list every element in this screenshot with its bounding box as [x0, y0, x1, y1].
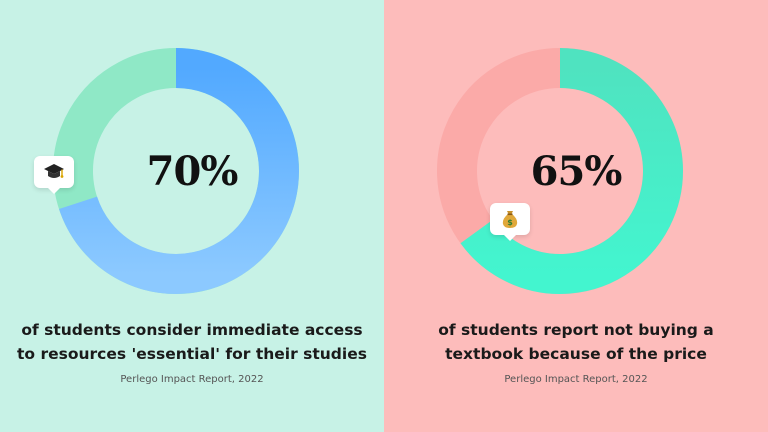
svg-text:$: $: [507, 218, 513, 227]
donut-chart-left: [53, 48, 299, 294]
money-bag-badge: $: [490, 203, 530, 241]
caption-right: of students report not buying a textbook…: [390, 318, 762, 366]
source-label-right: Perlego Impact Report, 2022: [504, 374, 648, 385]
caption-left: of students consider immediate access to…: [6, 318, 378, 366]
source-label-left: Perlego Impact Report, 2022: [120, 374, 264, 385]
donut-arc-right: [460, 48, 683, 294]
caption-line: to resources 'essential' for their studi…: [17, 345, 367, 363]
caption-line: textbook because of the price: [445, 345, 707, 363]
percentage-label-right: 65%: [530, 148, 623, 195]
donut-chart-right: [437, 48, 683, 294]
money-bag-icon: $: [502, 211, 518, 228]
caption-line: of students report not buying a: [438, 321, 714, 339]
graduation-cap-icon: [44, 164, 64, 178]
chart-panel-left: 70% of students consider immediate acces…: [0, 0, 384, 432]
graduation-cap-badge: [34, 156, 74, 194]
caption-line: of students consider immediate access: [21, 321, 363, 339]
chart-panel-right: 65% $ of students report not buying a te…: [384, 0, 768, 432]
percentage-label-left: 70%: [146, 148, 239, 195]
donut-arc-left: [59, 48, 299, 294]
